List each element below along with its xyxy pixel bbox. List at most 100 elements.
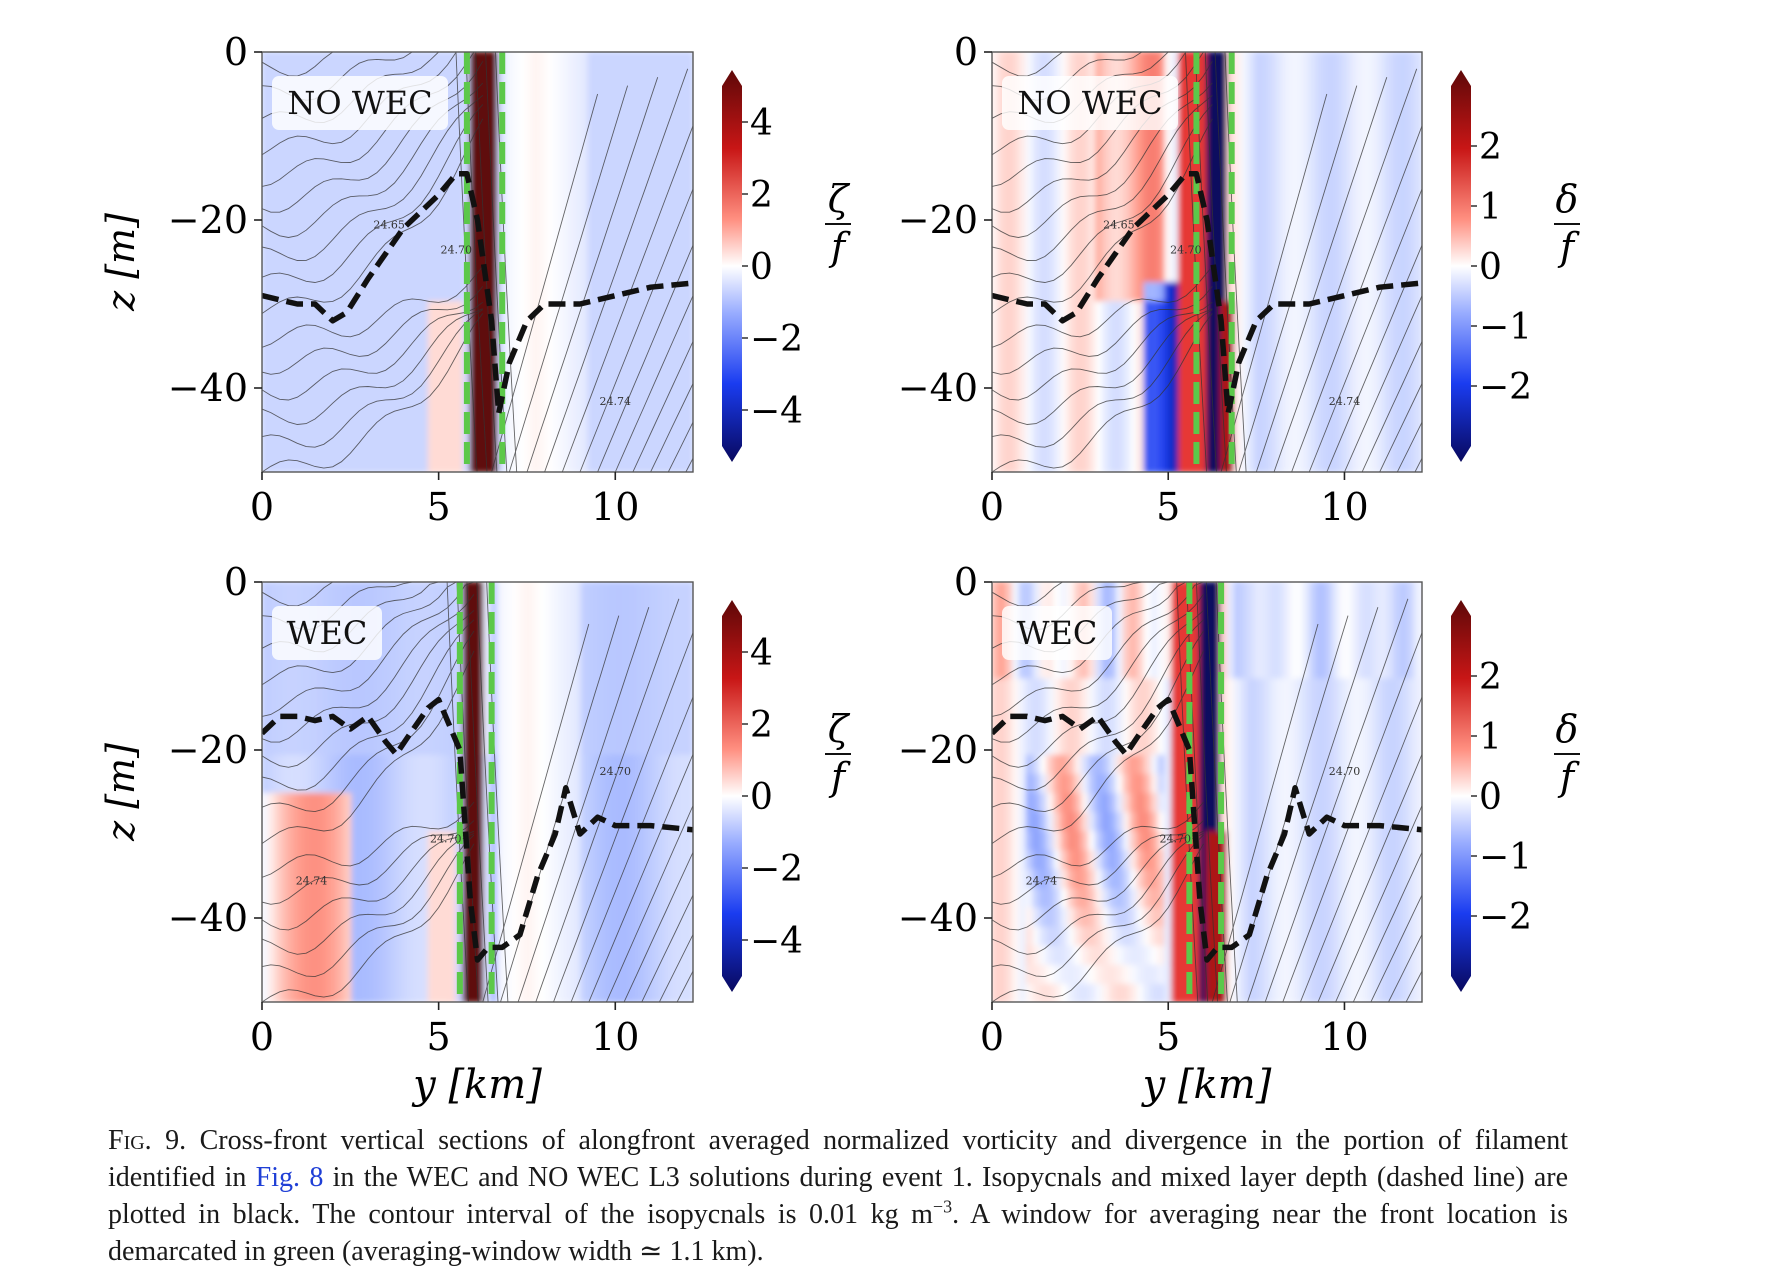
heatmap-cell [1358,337,1368,359]
heatmap-cell [1407,108,1417,130]
heatmap-cell [685,867,693,889]
heatmap-cell [532,752,542,774]
heatmap-cell [413,261,423,283]
heatmap-cell [678,829,688,851]
heatmap-cell [622,70,632,92]
heatmap-cell [420,733,430,755]
heatmap-cell [608,146,618,168]
heatmap-cell [1414,337,1422,359]
heatmap-cell [1323,356,1333,378]
heatmap-cell [1254,203,1264,225]
heatmap-cell [1192,184,1202,206]
heatmap-cell [1150,962,1160,984]
heatmap-cell [1337,203,1347,225]
heatmap-cell [434,791,444,813]
heatmap-cell [267,413,277,435]
heatmap-cell [1185,657,1195,679]
heatmap-cell [1268,413,1278,435]
heatmap-cell [413,394,423,416]
heatmap-cell [1261,146,1271,168]
heatmap-cell [1039,886,1049,908]
heatmap-cell [636,733,646,755]
heatmap-cell [281,924,291,946]
heatmap-cell [539,924,549,946]
heatmap-cell [1108,375,1118,397]
heatmap-cell [448,638,458,660]
heatmap-cell [274,943,284,965]
heatmap-cell [351,184,361,206]
isopycnal-label: 24.65 [373,218,405,231]
heatmap-cell [441,127,451,149]
heatmap-cell [490,771,500,793]
heatmap-cell [462,638,472,660]
heatmap-cell [1199,280,1208,302]
heatmap-cell [1081,695,1091,717]
heatmap-cell [1081,432,1091,454]
heatmap-cell [1212,375,1222,397]
heatmap-cell [1296,261,1306,283]
isopycnal-line [482,623,590,1002]
heatmap-cell [1046,676,1056,698]
heatmap-cell [1081,676,1091,698]
heatmap-cell [1393,52,1403,73]
heatmap-cell [678,886,688,908]
heatmap-cell [671,676,681,698]
heatmap-cell [316,848,326,870]
heatmap-cell [650,337,660,359]
heatmap-cell [636,619,646,641]
heatmap-cell [497,676,507,698]
heatmap-cell [1316,413,1326,435]
heatmap-cell [1143,432,1153,454]
heatmap-cell [1032,184,1042,206]
heatmap-cell [518,714,528,736]
heatmap-cell [267,222,277,244]
heatmap-cell [622,241,632,263]
heatmap-cell [400,714,409,736]
heatmap-cell [337,280,347,302]
heatmap-cell [413,771,423,793]
heatmap-cell [476,280,486,302]
heatmap-cell [580,695,590,717]
colorbar-tick-label: −2 [750,319,803,360]
heatmap-cell [1275,127,1285,149]
heatmap-cell [309,582,319,603]
isopycnal-line [262,308,483,425]
heatmap-cell [288,413,298,435]
heatmap-cell [657,184,667,206]
heatmap-cell [546,241,555,263]
heatmap-cell [1365,413,1375,435]
isopycnal-line [992,286,1213,375]
heatmap-cell [1178,184,1188,206]
heatmap-cell [1407,280,1417,302]
heatmap-cell [1136,241,1146,263]
heatmap-cell [1143,356,1153,378]
heatmap-cell [441,733,451,755]
heatmap-cell [1330,375,1340,397]
heatmap-cell [1185,70,1195,92]
heatmap-cell [1164,657,1174,679]
heatmap-cell [573,261,583,283]
heatmap-cell [1053,810,1063,832]
heatmap-cell [1136,733,1146,755]
heatmap-cell [1143,867,1153,889]
heatmap-cell [379,771,389,793]
heatmap-cell [413,962,423,984]
heatmap-cell [330,280,340,302]
heatmap-cell [615,261,625,283]
heatmap-cell [504,146,514,168]
heatmap-cell [629,867,639,889]
heatmap-cell [1074,924,1084,946]
heatmap-cell [1407,299,1417,321]
heatmap-cell [1233,432,1243,454]
heatmap-cell [344,695,354,717]
heatmap-cell [573,184,583,206]
heatmap-cell [573,432,583,454]
heatmap-cell [671,394,681,416]
heatmap-cell [400,413,409,435]
heatmap-cell [546,867,555,889]
heatmap-cell [525,695,535,717]
heatmap-cell [1129,280,1139,302]
heatmap-cell [511,848,521,870]
heatmap-cell [594,924,604,946]
heatmap-cell [455,241,465,263]
